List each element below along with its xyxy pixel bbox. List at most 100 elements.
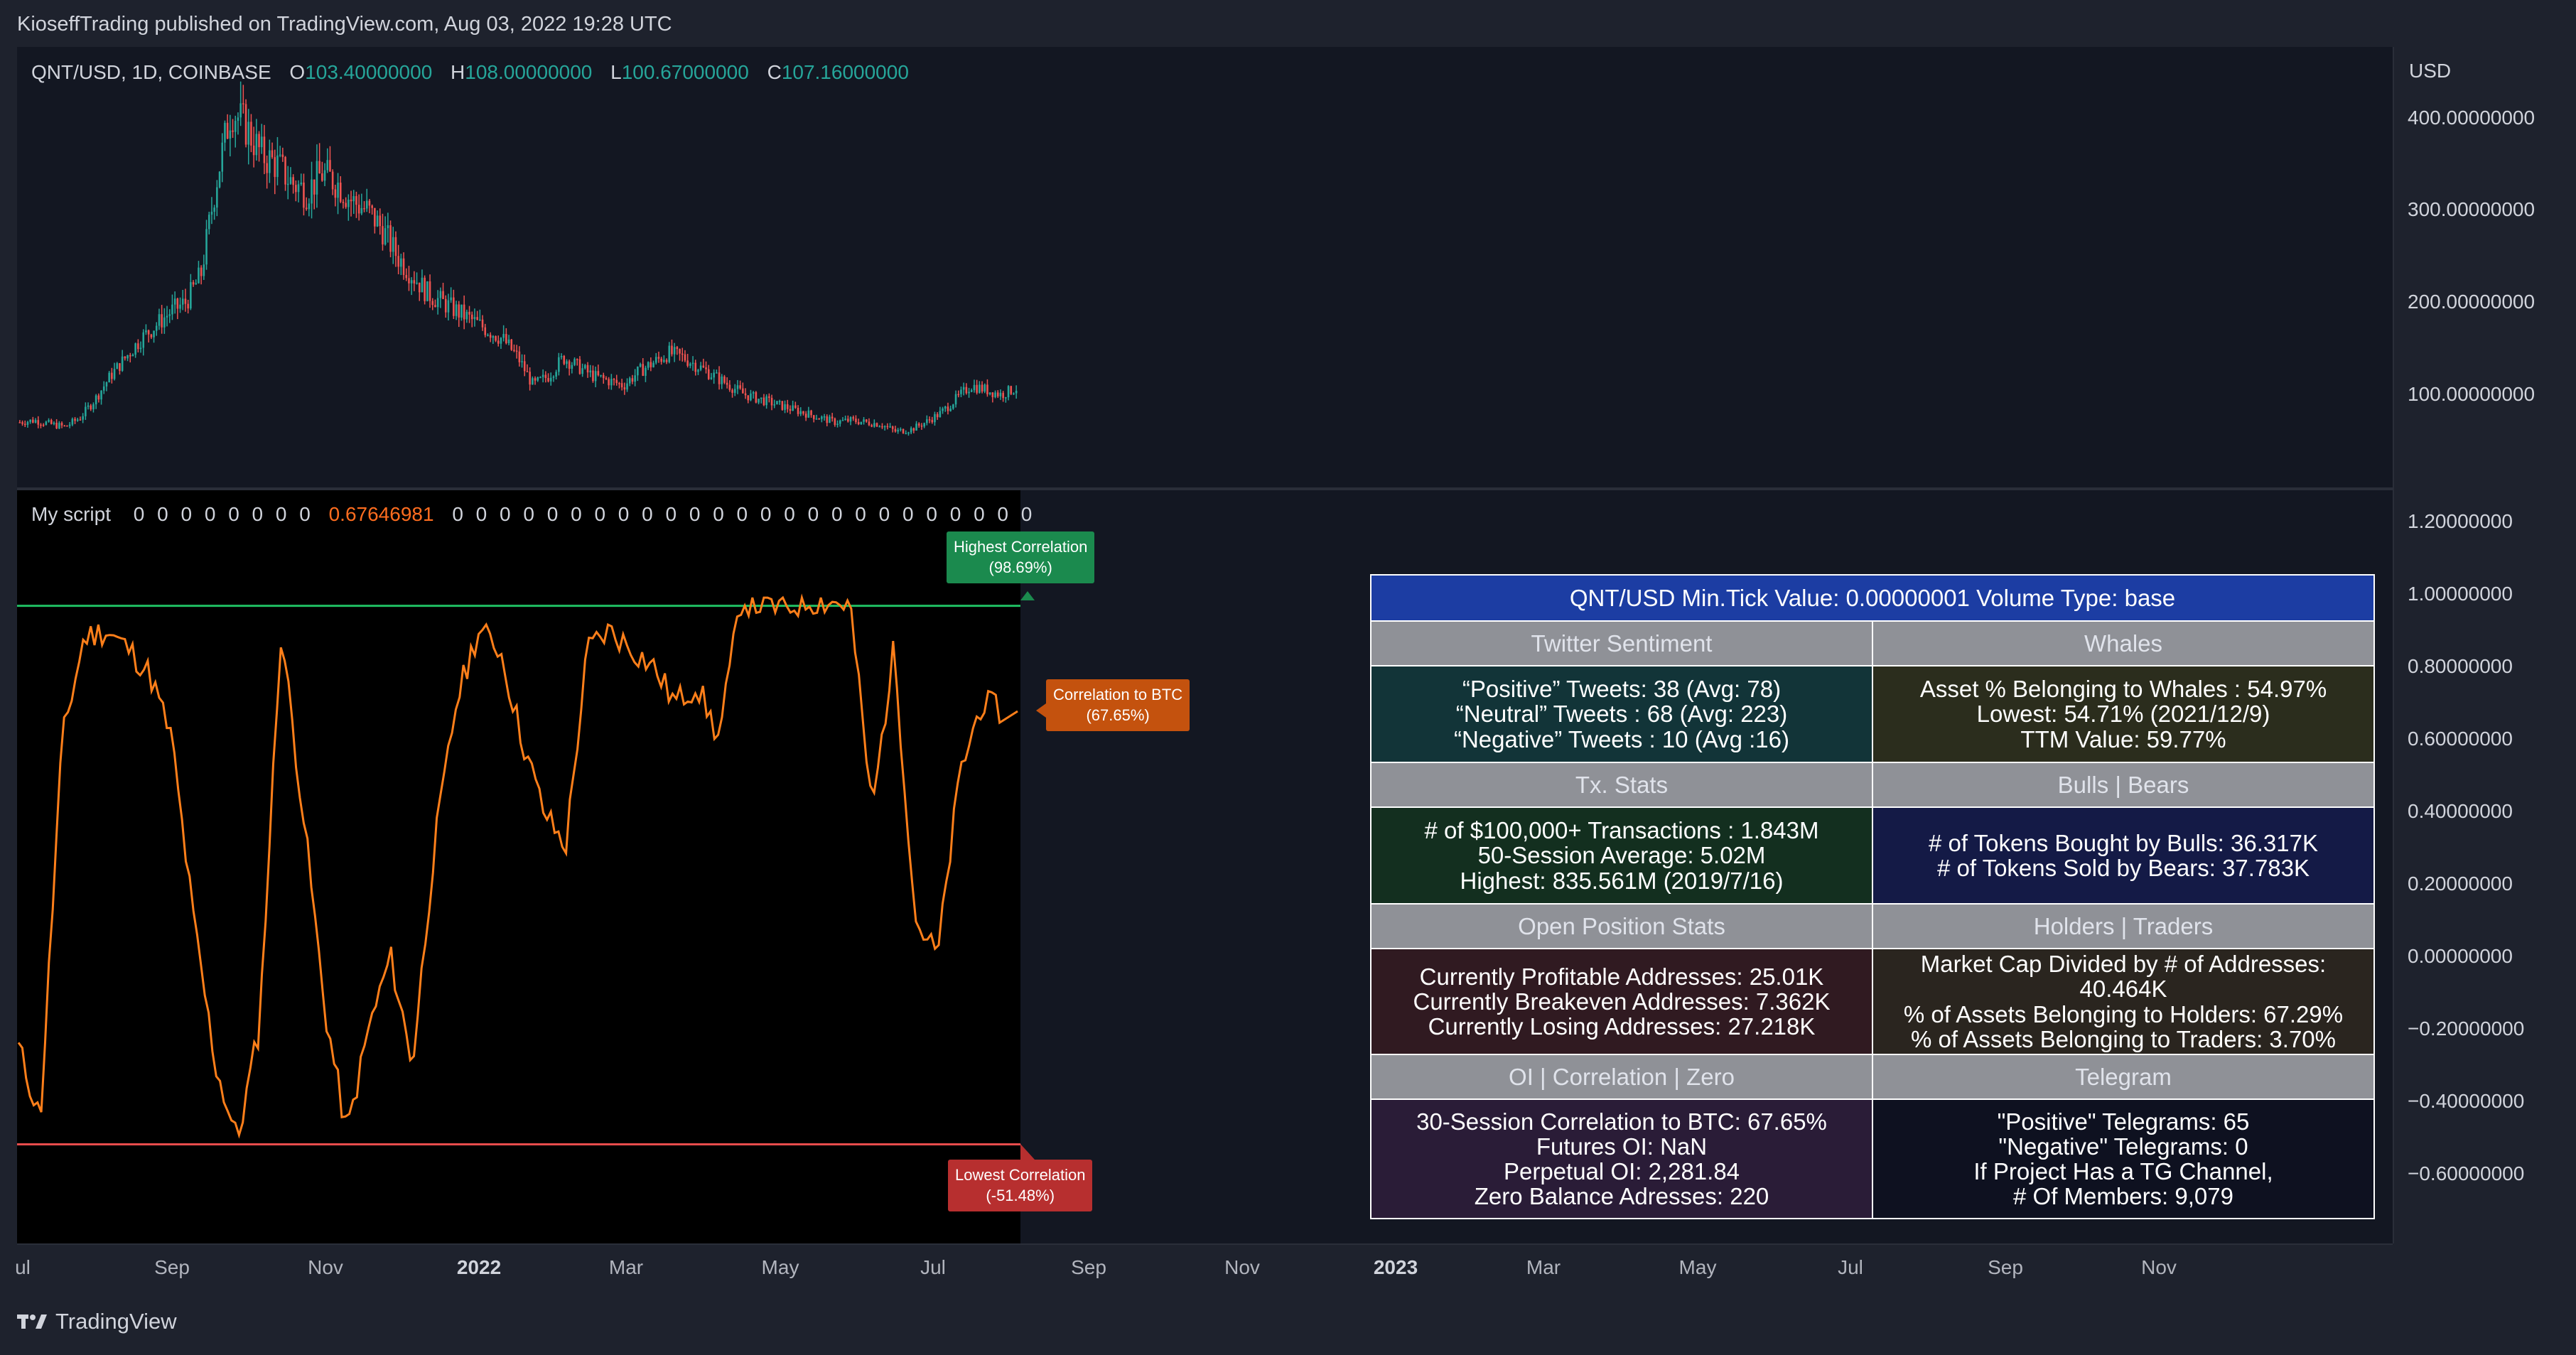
candle-body: [255, 134, 258, 156]
candle-body: [912, 428, 915, 431]
holders-header: Holders | Traders: [1872, 903, 2375, 949]
candle-body: [342, 201, 345, 203]
candle-body: [852, 417, 855, 419]
brand-footer[interactable]: TradingView: [17, 1309, 177, 1334]
indicator-axis-label: 0.00000000: [2408, 945, 2513, 967]
candle-body: [873, 423, 875, 427]
candle-body: [429, 281, 431, 301]
candle-body: [532, 378, 534, 385]
lowest-correlation-tooltip: Lowest Correlation (-51.48%): [948, 1160, 1093, 1212]
candle-body: [195, 283, 198, 285]
candle-body: [637, 366, 639, 376]
candle-body: [762, 397, 765, 406]
candle-body: [79, 419, 82, 421]
candle-body: [592, 370, 594, 382]
time-axis-label: Sep: [1071, 1256, 1106, 1278]
candle-body: [481, 319, 484, 328]
candle-body: [213, 207, 215, 212]
candle-body: [823, 416, 826, 418]
candle-body: [295, 185, 297, 193]
candle-body: [421, 277, 424, 293]
candle-body: [891, 426, 894, 429]
candle-body: [1015, 390, 1018, 394]
indicator-background: [17, 490, 1020, 1243]
price-legend[interactable]: QNT/USD, 1D, COINBASE O103.40000000 H108…: [31, 61, 909, 84]
open-label: O: [289, 61, 306, 83]
candle-body: [368, 200, 371, 206]
price-axis-label: 300.00000000: [2408, 198, 2535, 220]
candle-body: [424, 277, 426, 301]
candle-body: [158, 314, 161, 326]
oi-line: Zero Balance Adresses: 220: [1474, 1183, 1769, 1210]
candle-body: [539, 377, 541, 379]
candle-body: [95, 395, 97, 405]
price-axis[interactable]: [2393, 47, 2576, 1243]
candle-body: [458, 304, 460, 318]
candle-body: [960, 389, 962, 394]
candle-body: [137, 343, 139, 350]
indicator-axis-label: 1.00000000: [2408, 583, 2513, 605]
high-label: H: [451, 61, 465, 83]
candle-body: [844, 419, 846, 421]
candle-body: [473, 317, 476, 320]
candle-body: [247, 122, 250, 145]
candle-body: [297, 184, 300, 193]
indicator-pre-values: 0 0 0 0 0 0 0 0: [133, 503, 311, 525]
telegram-line: If Project Has a TG Channel,: [1973, 1158, 2273, 1185]
candle-body: [521, 361, 523, 362]
candle-body: [626, 383, 628, 390]
twitter-line: “Positive” Tweets: 38 (Avg: 78): [1462, 676, 1782, 703]
candle-body: [300, 182, 303, 185]
candle-body: [155, 325, 158, 331]
candle-body: [563, 355, 566, 365]
candle-body: [699, 365, 702, 370]
candle-body: [145, 330, 147, 333]
open-line: Currently Breakeven Addresses: 7.362K: [1413, 988, 1831, 1015]
candle-body: [439, 291, 442, 298]
candle-body: [849, 417, 852, 422]
candle-body: [537, 377, 539, 381]
candle-body: [66, 425, 68, 427]
candle-body: [416, 282, 418, 284]
candle-body: [463, 304, 465, 320]
candle-body: [210, 212, 213, 215]
candle-body: [163, 317, 166, 328]
candle-body: [926, 419, 928, 423]
candle-body: [311, 179, 313, 204]
candle-body: [789, 409, 792, 411]
price-pane[interactable]: [17, 47, 2393, 487]
candle-body: [434, 305, 436, 308]
candle-body: [237, 117, 239, 122]
indicator-legend[interactable]: My script 0 0 0 0 0 0 0 0 0.67646981 0 0…: [31, 503, 1032, 526]
indicator-post-values: 0 0 0 0 0 0 0 0 0 0 0 0 0 0 0 0 0 0 0 0 …: [452, 503, 1033, 525]
candle-body: [710, 377, 713, 379]
candle-body: [269, 150, 271, 173]
candle-body: [847, 419, 849, 422]
candle-body: [716, 372, 718, 374]
current-tooltip-label: Correlation to BTC: [1053, 686, 1183, 703]
candle-body: [910, 428, 912, 433]
candle-body: [150, 334, 153, 338]
low-label: L: [610, 61, 622, 83]
pane-divider[interactable]: [17, 487, 2393, 490]
current-tooltip-value: (67.65%): [1086, 706, 1150, 724]
candle-body: [74, 419, 76, 421]
candle-body: [171, 304, 173, 315]
indicator-name: My script: [31, 503, 111, 525]
candle-body: [85, 406, 87, 416]
candle-body: [184, 298, 187, 304]
candle-body: [271, 150, 274, 158]
time-axis-label: Jul: [920, 1256, 946, 1278]
indicator-axis-label: 0.80000000: [2408, 655, 2513, 677]
candle-body: [660, 358, 662, 362]
candle-body: [673, 347, 676, 355]
candle-body: [560, 355, 563, 357]
candle-body: [313, 179, 316, 195]
candle-body: [752, 392, 755, 394]
candle-body: [418, 282, 421, 293]
time-axis[interactable]: [17, 1243, 2393, 1293]
candle-body: [807, 410, 810, 418]
twitter-cell: “Positive” Tweets: 38 (Avg: 78) “Neutral…: [1370, 665, 1873, 763]
candle-body: [794, 405, 797, 408]
candle-body: [781, 401, 784, 410]
